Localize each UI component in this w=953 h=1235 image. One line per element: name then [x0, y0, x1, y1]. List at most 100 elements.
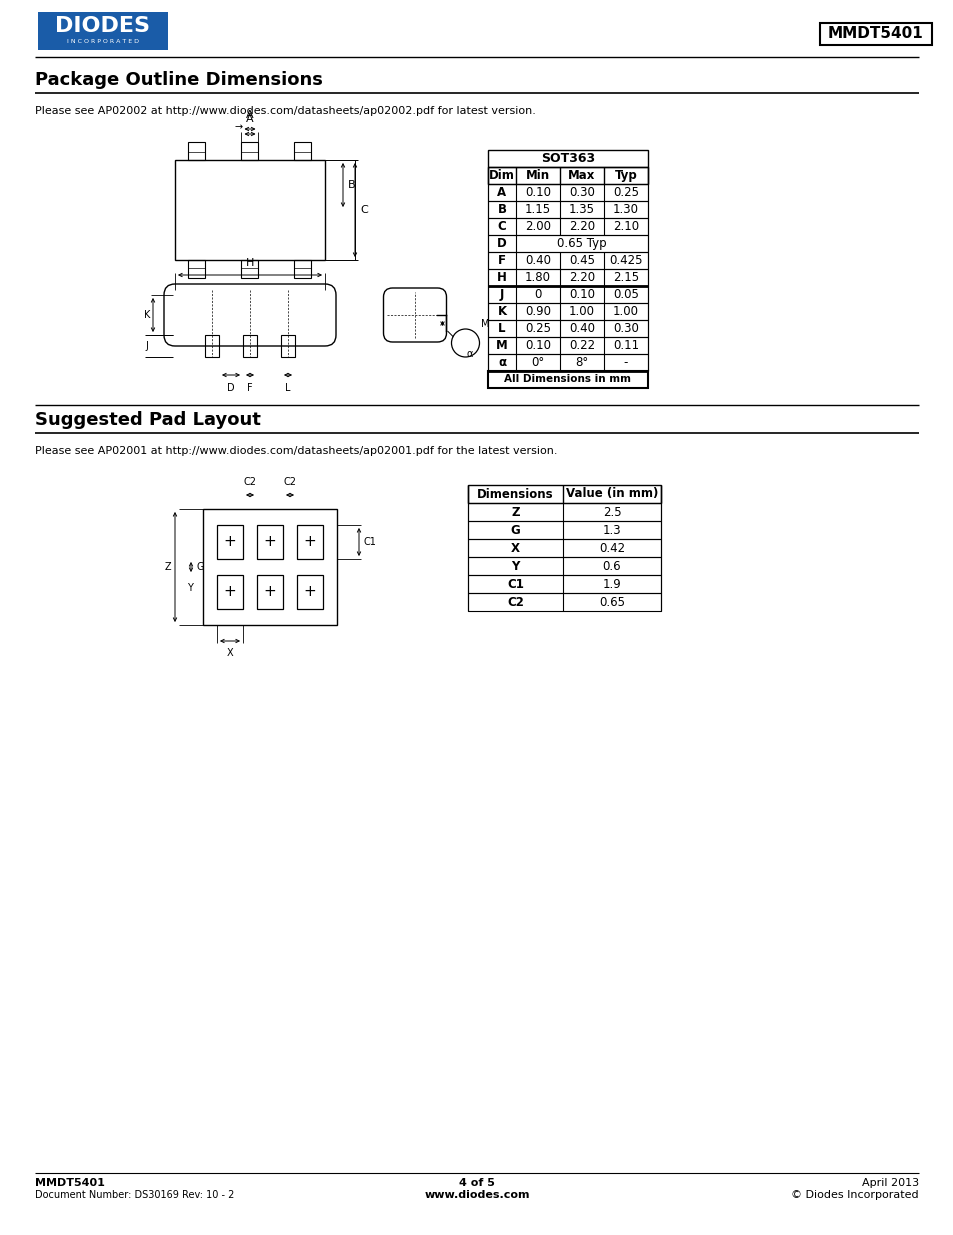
Text: C2: C2: [243, 477, 256, 487]
Bar: [38, 12, 168, 49]
Text: 0.10: 0.10: [524, 186, 551, 199]
Text: 2.20: 2.20: [568, 220, 595, 233]
Text: 8°: 8°: [575, 356, 588, 369]
Bar: [488, 149, 647, 167]
Bar: [256, 576, 283, 609]
Text: J: J: [146, 341, 149, 351]
Bar: [294, 261, 312, 278]
Text: Z: Z: [511, 505, 519, 519]
Text: 0.05: 0.05: [613, 288, 639, 301]
Bar: [488, 219, 647, 235]
Bar: [468, 593, 660, 611]
Text: L: L: [497, 322, 505, 335]
Text: A: A: [246, 110, 253, 120]
Bar: [205, 335, 219, 357]
Bar: [820, 23, 931, 44]
Text: D: D: [497, 237, 506, 249]
Bar: [294, 142, 312, 161]
Text: X: X: [511, 541, 519, 555]
Text: 0.11: 0.11: [612, 338, 639, 352]
Text: Typ: Typ: [614, 169, 637, 182]
Text: 0.6: 0.6: [602, 559, 620, 573]
Text: All Dimensions in mm: All Dimensions in mm: [504, 374, 631, 384]
Text: 0.65 Typ: 0.65 Typ: [557, 237, 606, 249]
Text: F: F: [497, 254, 505, 267]
Bar: [468, 538, 660, 557]
Text: B: B: [348, 180, 355, 190]
Text: Y: Y: [511, 559, 519, 573]
Text: Y: Y: [187, 583, 193, 593]
Bar: [296, 576, 323, 609]
Text: 0.65: 0.65: [598, 595, 624, 609]
Bar: [468, 503, 660, 521]
Text: 0.90: 0.90: [524, 305, 551, 317]
Text: J: J: [499, 288, 503, 301]
Bar: [189, 261, 205, 278]
Text: 1.00: 1.00: [613, 305, 639, 317]
Bar: [488, 235, 647, 252]
Bar: [296, 525, 323, 559]
Text: +: +: [303, 535, 316, 550]
Bar: [488, 320, 647, 337]
Text: A: A: [497, 186, 506, 199]
Text: α: α: [466, 350, 472, 359]
Bar: [468, 557, 660, 576]
Text: C: C: [497, 220, 506, 233]
Text: 0°: 0°: [531, 356, 544, 369]
Bar: [488, 370, 647, 388]
Text: F: F: [247, 383, 253, 393]
Bar: [488, 201, 647, 219]
Text: Dim: Dim: [489, 169, 515, 182]
Bar: [256, 525, 283, 559]
Text: 0: 0: [534, 288, 541, 301]
Text: +: +: [223, 535, 236, 550]
Text: H: H: [497, 270, 506, 284]
Text: A: A: [246, 114, 253, 124]
Text: +: +: [303, 584, 316, 599]
Text: April 2013: April 2013: [861, 1178, 918, 1188]
Text: H: H: [246, 258, 253, 268]
Bar: [174, 161, 325, 261]
Bar: [241, 261, 258, 278]
Text: 0.10: 0.10: [568, 288, 595, 301]
Text: 1.30: 1.30: [613, 203, 639, 216]
Bar: [488, 303, 647, 320]
Text: +: +: [223, 584, 236, 599]
Text: I N C O R P O R A T E D: I N C O R P O R A T E D: [67, 40, 139, 44]
Text: G: G: [196, 562, 204, 572]
Text: K: K: [497, 305, 506, 317]
Text: D: D: [227, 383, 234, 393]
Text: →: →: [234, 122, 242, 132]
Text: SOT363: SOT363: [540, 152, 595, 165]
Bar: [281, 335, 294, 357]
Text: 0.25: 0.25: [613, 186, 639, 199]
Text: K: K: [144, 310, 150, 320]
Text: 0.42: 0.42: [598, 541, 624, 555]
Text: Document Number: DS30169 Rev: 10 - 2: Document Number: DS30169 Rev: 10 - 2: [35, 1191, 234, 1200]
Text: 0.22: 0.22: [568, 338, 595, 352]
Text: © Diodes Incorporated: © Diodes Incorporated: [791, 1191, 918, 1200]
Bar: [216, 525, 243, 559]
Text: Value (in mm): Value (in mm): [565, 488, 658, 500]
Bar: [241, 142, 258, 161]
Text: 2.5: 2.5: [602, 505, 620, 519]
Text: 2.15: 2.15: [612, 270, 639, 284]
Text: L: L: [285, 383, 291, 393]
Text: 1.80: 1.80: [524, 270, 551, 284]
Text: C2: C2: [283, 477, 296, 487]
Text: DIODES: DIODES: [55, 16, 151, 37]
Text: G: G: [510, 524, 519, 536]
Text: 1.35: 1.35: [568, 203, 595, 216]
Bar: [488, 287, 647, 303]
Text: 2.10: 2.10: [612, 220, 639, 233]
Text: 0.425: 0.425: [609, 254, 642, 267]
Text: X: X: [227, 648, 233, 658]
Text: Package Outline Dimensions: Package Outline Dimensions: [35, 70, 322, 89]
Bar: [488, 337, 647, 354]
Text: -: -: [623, 356, 627, 369]
Text: 0.10: 0.10: [524, 338, 551, 352]
Text: 4 of 5: 4 of 5: [458, 1178, 495, 1188]
Text: 0.25: 0.25: [524, 322, 551, 335]
Text: 1.3: 1.3: [602, 524, 620, 536]
Text: 0.45: 0.45: [568, 254, 595, 267]
